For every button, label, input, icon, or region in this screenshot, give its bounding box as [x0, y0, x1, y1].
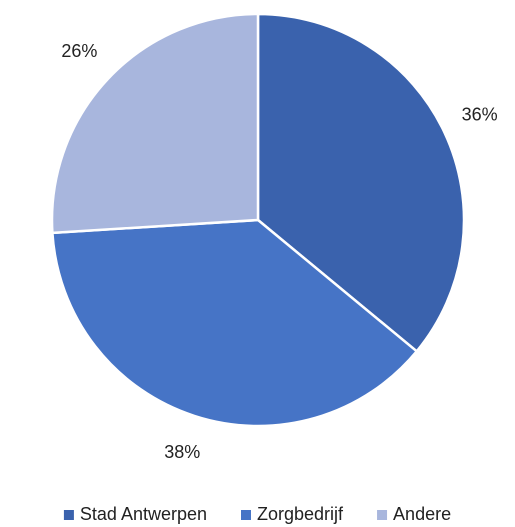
data-label: 38% — [164, 442, 200, 462]
legend-label: Andere — [393, 504, 451, 524]
data-label: 26% — [61, 41, 97, 61]
data-label: 36% — [462, 104, 498, 124]
legend-swatch — [377, 510, 388, 520]
legend-swatch — [241, 510, 251, 520]
pie-slice — [50, 12, 260, 235]
pie-slice — [256, 12, 466, 354]
legend-label: Zorgbedrijf — [257, 504, 344, 524]
legend-label: Stad Antwerpen — [80, 504, 207, 524]
legend-swatch — [63, 510, 74, 520]
legend: Stad Antwerpen Zorgbedrijf Andere — [63, 504, 451, 524]
pie-slice — [51, 218, 419, 428]
